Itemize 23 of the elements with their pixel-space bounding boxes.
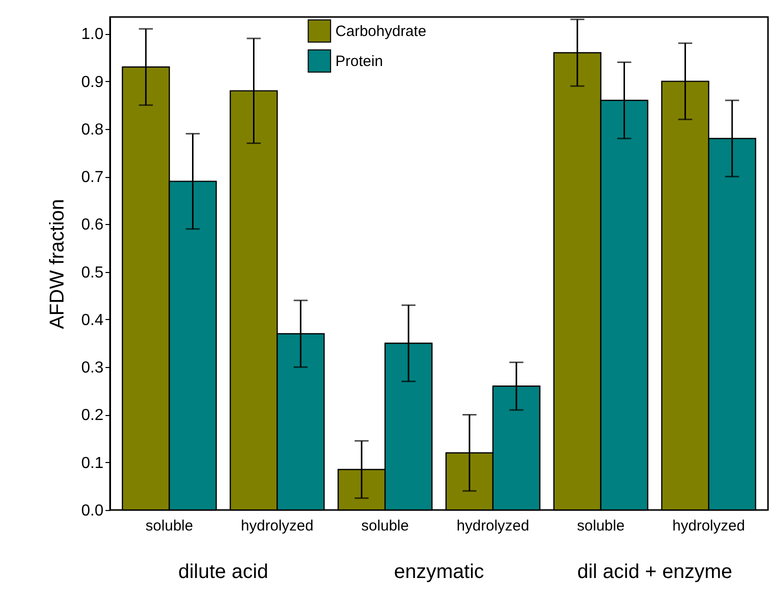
x-tick-label: soluble [577, 518, 625, 534]
y-tick-label: 0.4 [81, 312, 104, 329]
y-tick-label: 0.9 [81, 74, 104, 91]
y-tick-label: 0.0 [81, 502, 104, 520]
x-tick-label: hydrolyzed [672, 518, 745, 534]
text: dilute acid [178, 561, 268, 583]
x-tick-label: soluble [146, 518, 194, 534]
legend-label: Carbohydrate [335, 23, 426, 40]
x-tick-label: hydrolyzed [456, 518, 530, 534]
y-axis-title: AFDW fraction [46, 198, 68, 330]
y-tick-label: 0.3 [81, 360, 104, 377]
y-tick-label: 0.6 [81, 216, 104, 234]
y-tick-label: 0.5 [81, 264, 104, 282]
text: dil acid + enzyme [577, 561, 732, 583]
y-tick-label: 0.8 [81, 121, 104, 138]
y-tick-label: 0.2 [81, 407, 104, 424]
text: enzymatic [394, 561, 484, 583]
y-tick-label: 0.1 [81, 454, 104, 472]
x-tick-label: hydrolyzed [240, 518, 314, 534]
legend-label: Protein [335, 53, 383, 70]
x-tick-label: soluble [361, 518, 409, 534]
y-tick-label: 0.7 [81, 169, 104, 186]
y-tick-label: 1.0 [81, 26, 104, 44]
